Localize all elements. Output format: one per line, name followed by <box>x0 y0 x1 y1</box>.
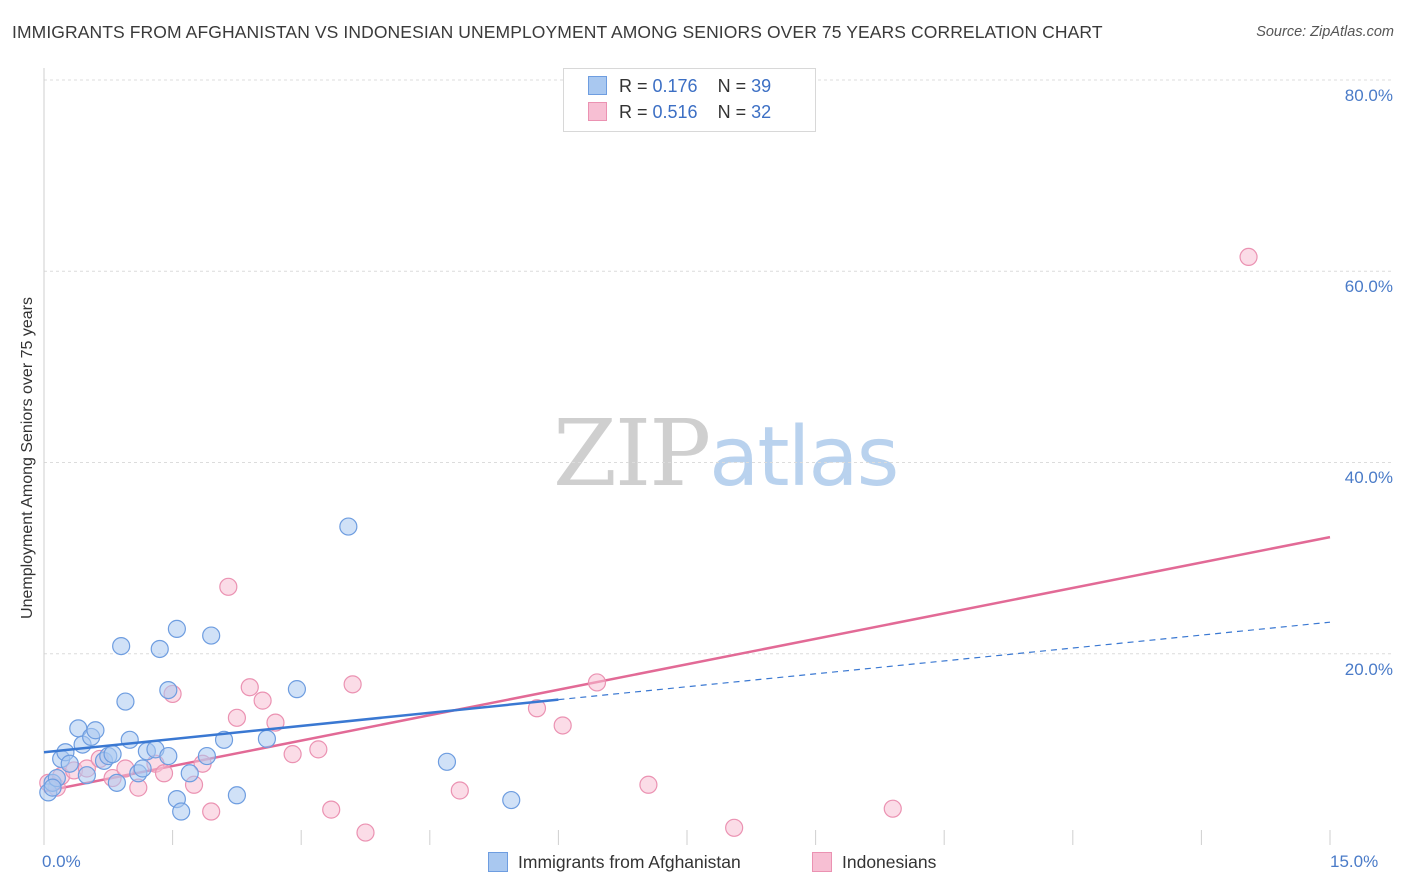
data-point-afghanistan <box>116 692 135 711</box>
y-tick-label-60: 60.0% <box>1344 277 1393 296</box>
watermark: ZIPatlas <box>553 400 899 507</box>
legend: R = 0.176 N = 39 R = 0.516 N = 32 <box>563 68 816 132</box>
y-tick-label-20: 20.0% <box>1344 660 1393 679</box>
bottom-legend-swatch-blue <box>488 852 508 872</box>
data-point-afghanistan <box>112 636 131 656</box>
data-point-indonesians <box>309 740 328 759</box>
data-point-afghanistan <box>502 790 521 810</box>
data-point-afghanistan <box>167 619 186 638</box>
bottom-legend-afghanistan: Immigrants from Afghanistan <box>488 852 741 873</box>
source-label: Source: ZipAtlas.com <box>1256 24 1394 40</box>
bottom-legend-swatch-pink <box>812 852 832 872</box>
legend-n-value: 32 <box>751 102 772 122</box>
legend-n-label: N = <box>717 76 752 96</box>
bottom-legend-label: Indonesians <box>842 852 937 872</box>
data-point-afghanistan <box>172 802 191 821</box>
x-tick-label-max: 15.0% <box>1330 852 1379 871</box>
trendline-indonesians <box>43 535 1331 793</box>
data-point-afghanistan <box>257 729 277 748</box>
data-point-indonesians <box>240 678 259 697</box>
data-point-indonesians <box>283 745 302 764</box>
data-point-indonesians <box>450 781 469 800</box>
data-point-indonesians <box>154 764 174 783</box>
data-point-indonesians <box>883 799 902 818</box>
data-point-afghanistan <box>339 517 358 536</box>
data-point-afghanistan <box>120 730 139 749</box>
data-point-indonesians <box>527 699 547 718</box>
data-point-afghanistan <box>103 745 122 764</box>
data-point-indonesians <box>1239 247 1258 267</box>
data-point-indonesians <box>322 800 341 819</box>
watermark-atlas: atlas <box>709 410 899 505</box>
data-point-afghanistan <box>159 680 178 700</box>
data-point-indonesians <box>639 775 658 794</box>
legend-row-afghanistan: R = 0.176 N = 39 <box>588 76 771 100</box>
data-point-indonesians <box>266 713 285 732</box>
data-point-afghanistan <box>197 746 216 766</box>
data-point-afghanistan <box>43 778 62 797</box>
legend-r-label: R = <box>619 76 653 96</box>
legend-r-value: 0.176 <box>652 76 698 96</box>
legend-swatch-blue <box>588 76 607 95</box>
data-point-afghanistan <box>159 746 178 766</box>
x-tick-label-min: 0.0% <box>42 852 81 871</box>
data-point-indonesians <box>343 675 362 694</box>
data-point-afghanistan <box>180 764 199 783</box>
data-point-indonesians <box>587 673 607 692</box>
data-point-indonesians <box>202 802 221 821</box>
data-point-afghanistan <box>150 639 169 659</box>
legend-n-label: N = <box>717 102 752 122</box>
data-point-afghanistan <box>437 752 457 771</box>
data-point-indonesians <box>553 716 572 735</box>
y-tick-label-80: 80.0% <box>1344 86 1393 105</box>
data-point-indonesians <box>219 577 238 596</box>
data-point-afghanistan <box>107 773 126 792</box>
data-point-afghanistan <box>287 680 307 699</box>
data-point-afghanistan <box>77 766 96 785</box>
data-point-indonesians <box>356 823 375 842</box>
data-point-afghanistan <box>86 721 105 740</box>
bottom-legend-indonesians: Indonesians <box>812 852 936 873</box>
data-point-afghanistan <box>214 730 234 749</box>
legend-r-value: 0.516 <box>652 102 698 122</box>
legend-swatch-pink <box>588 102 607 121</box>
data-point-afghanistan <box>133 759 152 778</box>
data-point-afghanistan <box>202 626 221 645</box>
watermark-zip: ZIP <box>553 400 711 507</box>
data-point-indonesians <box>227 708 246 727</box>
data-point-indonesians <box>253 691 272 710</box>
legend-r-label: R = <box>619 102 653 122</box>
y-tick-label-40: 40.0% <box>1344 468 1393 487</box>
data-point-indonesians <box>725 818 744 837</box>
trendline-afghanistan <box>43 698 559 754</box>
data-point-afghanistan <box>60 754 79 773</box>
trendline-afghanistan-extension <box>558 621 1331 701</box>
legend-row-indonesians: R = 0.516 N = 32 <box>588 102 771 126</box>
legend-n-value: 39 <box>751 76 772 96</box>
y-axis-label: Unemployment Among Seniors over 75 years <box>19 297 36 619</box>
chart-title: IMMIGRANTS FROM AFGHANISTAN VS INDONESIA… <box>12 22 1103 42</box>
bottom-legend-label: Immigrants from Afghanistan <box>518 852 741 872</box>
data-point-afghanistan <box>227 786 246 805</box>
